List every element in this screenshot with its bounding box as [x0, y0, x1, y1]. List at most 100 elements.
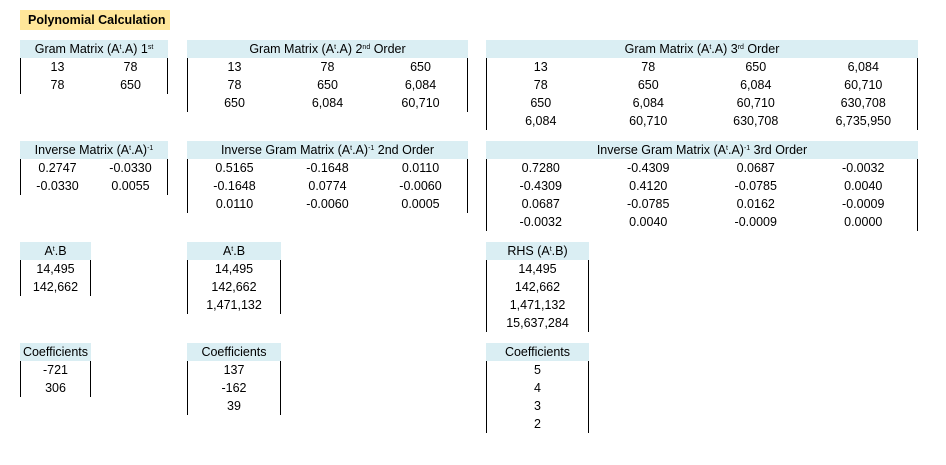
matrix-cell: 650: [637, 78, 659, 92]
matrix-cell: 137: [223, 363, 245, 377]
matrix-row: 0.0110 -0.0060 0.0005: [188, 195, 467, 213]
matrix-row: 142,662: [188, 278, 280, 296]
header-text: Gram Matrix (A: [249, 42, 335, 56]
matrix-row: -0.0330 0.0055: [21, 177, 167, 195]
matrix-cell: 6,735,950: [835, 114, 892, 128]
matrix-header: Coefficients: [20, 343, 91, 361]
matrix-row: -0.0032 0.0040 -0.0009 0.0000: [487, 213, 917, 231]
matrix-cell: 306: [45, 381, 66, 395]
header-text: .A) 2: [336, 42, 363, 56]
matrix-body: 137 -162 39: [187, 361, 281, 415]
header-text: 3rd Order: [750, 143, 808, 157]
matrix-row: -162: [188, 379, 280, 397]
matrix-cell: -0.0330: [109, 161, 152, 175]
matrix-cell: 630,708: [733, 114, 779, 128]
header-text: Coefficients: [201, 345, 267, 359]
matrix-row: 14,495: [487, 260, 588, 278]
matrix-row: -721: [21, 361, 90, 379]
header-superscript: t: [119, 44, 122, 51]
matrix-cell: 78: [320, 60, 335, 74]
header-superscript: -1: [368, 145, 375, 152]
matrix-cell: 650: [317, 78, 338, 92]
inverse-gram-matrix-2nd: Inverse Gram Matrix (At.A)-1 2nd Order 0.…: [187, 141, 468, 213]
matrix-cell: 60,710: [736, 96, 775, 110]
coefficients-3rd: Coefficients 5 4 3 2: [486, 343, 589, 433]
matrix-row: 78 650 6,084 60,710: [487, 76, 917, 94]
matrix-cell: 0.7280: [521, 161, 560, 175]
header-text: Gram Matrix (A: [34, 42, 120, 56]
matrix-cell: 78: [227, 78, 242, 92]
matrix-header: Coefficients: [486, 343, 589, 361]
header-text: .B: [54, 244, 67, 258]
header-text: Coefficients: [22, 345, 89, 359]
matrix-row: 1,471,132: [188, 296, 280, 314]
gram-matrix-1st: Gram Matrix (At.A) 1st 13 78 78 650: [20, 40, 168, 94]
matrix-header: Coefficients: [187, 343, 281, 361]
matrix-cell: 78: [641, 60, 656, 74]
atb-vector-1st: At.B 14,495 142,662: [20, 242, 91, 296]
matrix-row: 0.7280 -0.4309 0.0687 -0.0032: [487, 159, 917, 177]
header-text: A: [44, 244, 53, 258]
matrix-cell: 650: [410, 60, 431, 74]
header-superscript: st: [147, 44, 154, 51]
inverse-matrix-1st: Inverse Matrix (At.A)-1 0.2747 -0.0330 -0.0…: [20, 141, 168, 195]
header-superscript: t: [726, 145, 728, 152]
matrix-cell: 60,710: [844, 78, 883, 92]
page-title: Polynomial Calculation: [20, 10, 170, 30]
matrix-cell: 60,710: [401, 96, 440, 110]
matrix-cell: 1,471,132: [206, 298, 262, 312]
matrix-row: 4: [487, 379, 588, 397]
matrix-cell: 78: [123, 60, 138, 74]
matrix-cell: 6,084: [311, 96, 344, 110]
matrix-cell: -0.0785: [627, 197, 670, 211]
header-text: .A): [727, 143, 744, 157]
matrix-cell: 14,495: [214, 262, 254, 276]
matrix-cell: 13: [533, 60, 548, 74]
header-superscript: nd: [362, 44, 371, 51]
matrix-row: 1,471,132: [487, 296, 588, 314]
matrix-cell: 60,710: [629, 114, 668, 128]
matrix-body: 0.2747 -0.0330 -0.0330 0.0055: [20, 159, 168, 195]
matrix-cell: -162: [221, 381, 247, 395]
matrix-row: 14,495: [188, 260, 280, 278]
header-superscript: t: [350, 145, 353, 152]
matrix-header: Inverse Gram Matrix (At.A)-1 3rd Order: [486, 141, 918, 159]
matrix-cell: 0.0162: [736, 197, 775, 211]
matrix-header: Gram Matrix (At.A) 2nd Order: [187, 40, 468, 58]
matrix-cell: 14,495: [518, 262, 557, 276]
matrix-row: 650 6,084 60,710 630,708: [487, 94, 917, 112]
matrix-row: -0.4309 0.4120 -0.0785 0.0040: [487, 177, 917, 195]
coefficients-1st: Coefficients -721 306: [20, 343, 91, 397]
matrix-row: 142,662: [487, 278, 588, 296]
matrix-body: 0.7280 -0.4309 0.0687 -0.0032 -0.4309 0.4120-…: [486, 159, 918, 231]
matrix-body: 13 78 650 78 650 6,084 650 6,084 60,710: [187, 58, 468, 112]
matrix-cell: 630,708: [840, 96, 886, 110]
matrix-cell: 142,662: [514, 280, 561, 294]
matrix-cell: 15,637,284: [506, 316, 569, 330]
header-text: Order: [370, 42, 406, 56]
matrix-body: 14,495 142,662: [20, 260, 91, 296]
matrix-cell: -0.4309: [519, 179, 562, 193]
header-superscript: t: [52, 246, 55, 253]
matrix-body: -721 306: [20, 361, 91, 397]
matrix-cell: -0.0060: [399, 179, 442, 193]
matrix-row: 142,662: [21, 278, 90, 296]
matrix-row: 13 78 650: [188, 58, 467, 76]
rhs-vector-3rd: RHS (At.B) 14,495 142,662 1,471,132 15,637,2…: [486, 242, 589, 332]
matrix-cell: 39: [227, 399, 241, 413]
header-superscript: t: [709, 44, 712, 51]
matrix-row: 0.2747 -0.0330: [21, 159, 167, 177]
matrix-cell: 0.0000: [844, 215, 883, 229]
gram-matrix-2nd: Gram Matrix (At.A) 2nd Order 13 78 650 78 650…: [187, 40, 468, 112]
matrix-cell: 6,084: [847, 60, 879, 74]
atb-vector-2nd: At.B 14,495 142,662 1,471,132: [187, 242, 281, 314]
header-superscript: t: [231, 246, 234, 253]
matrix-header: At.B: [20, 242, 91, 260]
matrix-cell: -0.0009: [734, 215, 777, 229]
matrix-cell: 2: [534, 417, 541, 431]
header-text: .A): [131, 143, 148, 157]
matrix-row: 0.5165 -0.1648 0.0110: [188, 159, 467, 177]
matrix-cell: -0.4309: [627, 161, 670, 175]
header-text: A: [222, 244, 232, 258]
matrix-body: 14,495 142,662 1,471,132 15,637,284: [486, 260, 589, 332]
